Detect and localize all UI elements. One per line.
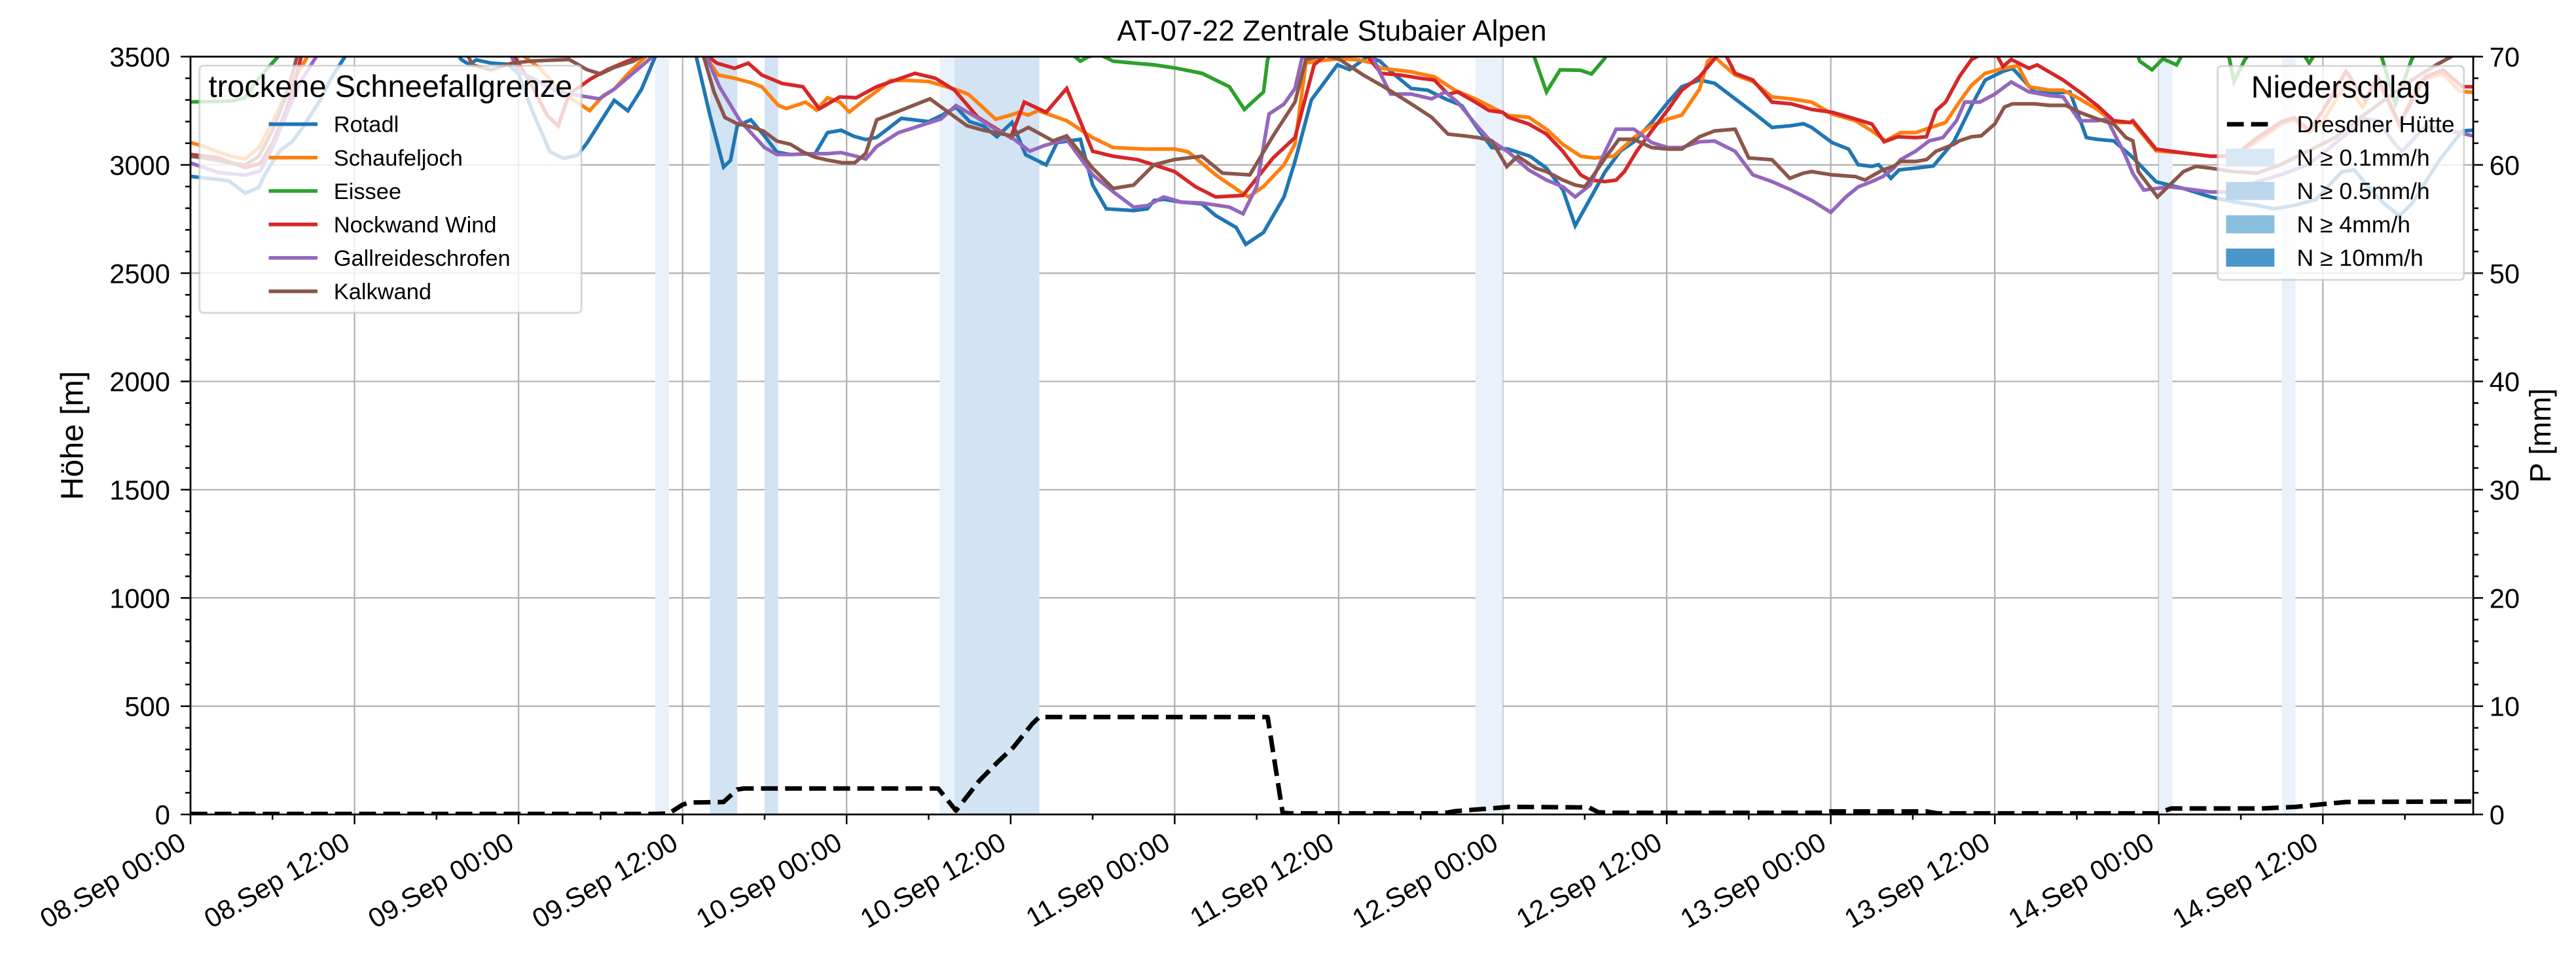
svg-text:Gallreideschrofen: Gallreideschrofen bbox=[334, 246, 511, 271]
svg-text:3000: 3000 bbox=[109, 150, 170, 181]
svg-text:50: 50 bbox=[2490, 258, 2520, 289]
svg-text:AT-07-22 Zentrale Stubaier Alp: AT-07-22 Zentrale Stubaier Alpen bbox=[1117, 15, 1546, 47]
svg-text:Rotadl: Rotadl bbox=[334, 113, 399, 137]
svg-text:N ≥ 0.5mm/h: N ≥ 0.5mm/h bbox=[2296, 178, 2429, 204]
svg-text:Schaufeljoch: Schaufeljoch bbox=[334, 146, 463, 171]
svg-text:40: 40 bbox=[2490, 367, 2520, 397]
svg-text:trockene Schneefallgrenze: trockene Schneefallgrenze bbox=[209, 69, 573, 103]
svg-text:30: 30 bbox=[2490, 475, 2520, 505]
svg-text:1000: 1000 bbox=[109, 583, 170, 613]
svg-text:60: 60 bbox=[2490, 150, 2520, 181]
svg-text:Kalkwand: Kalkwand bbox=[334, 280, 431, 304]
svg-text:500: 500 bbox=[124, 691, 170, 722]
svg-text:Nockwand Wind: Nockwand Wind bbox=[334, 213, 497, 238]
svg-text:1500: 1500 bbox=[109, 475, 170, 505]
svg-text:2500: 2500 bbox=[109, 258, 170, 289]
svg-text:20: 20 bbox=[2490, 583, 2520, 613]
svg-text:Dresdner Hütte: Dresdner Hütte bbox=[2296, 111, 2454, 137]
svg-text:P [mm]: P [mm] bbox=[2524, 388, 2557, 483]
svg-text:2000: 2000 bbox=[109, 367, 170, 397]
svg-text:N ≥ 4mm/h: N ≥ 4mm/h bbox=[2296, 211, 2410, 238]
svg-text:Niederschlag: Niederschlag bbox=[2251, 70, 2431, 104]
svg-text:Eissee: Eissee bbox=[334, 179, 401, 204]
svg-text:10: 10 bbox=[2490, 691, 2520, 722]
svg-text:0: 0 bbox=[155, 799, 170, 830]
svg-text:N ≥ 0.1mm/h: N ≥ 0.1mm/h bbox=[2296, 145, 2429, 171]
svg-text:70: 70 bbox=[2490, 42, 2520, 73]
svg-text:0: 0 bbox=[2490, 799, 2505, 830]
svg-text:Höhe [m]: Höhe [m] bbox=[55, 371, 90, 500]
svg-text:3500: 3500 bbox=[109, 42, 170, 73]
svg-text:N ≥ 10mm/h: N ≥ 10mm/h bbox=[2296, 245, 2423, 271]
